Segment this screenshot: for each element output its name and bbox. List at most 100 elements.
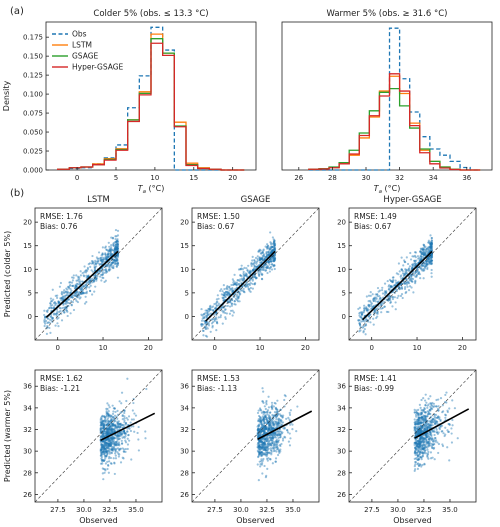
scatter-point bbox=[115, 441, 118, 444]
scatter-point bbox=[57, 300, 60, 303]
scatter-point bbox=[425, 263, 429, 266]
scatter-point bbox=[274, 420, 278, 423]
scatter-point bbox=[276, 409, 279, 412]
scatter-point bbox=[429, 442, 432, 445]
scatter-point bbox=[124, 450, 127, 453]
scatter-point bbox=[226, 291, 230, 294]
scatter-point bbox=[267, 250, 270, 253]
scatter-point bbox=[224, 308, 227, 311]
scatter-point bbox=[265, 444, 268, 447]
scatter-point bbox=[258, 248, 261, 251]
scatter-point bbox=[416, 418, 420, 421]
scatter-point bbox=[107, 457, 111, 460]
scatter-point bbox=[109, 414, 112, 417]
scatter-point bbox=[259, 430, 263, 433]
scatter-point bbox=[116, 234, 120, 237]
scatter-point bbox=[202, 334, 205, 337]
scatter-point bbox=[101, 446, 104, 449]
scatter-point bbox=[387, 310, 390, 314]
scatter-point bbox=[436, 416, 439, 419]
scatter-point bbox=[125, 399, 128, 403]
scatter-point bbox=[242, 277, 246, 280]
scatter-point bbox=[114, 425, 117, 428]
scatter-point bbox=[94, 266, 97, 269]
scatter-point bbox=[420, 421, 423, 424]
scatter-point bbox=[248, 277, 251, 281]
scatter-point bbox=[83, 271, 86, 274]
scatter-point bbox=[411, 266, 414, 269]
scatter-point bbox=[419, 429, 422, 432]
scatter-point bbox=[260, 454, 263, 458]
scatter-point bbox=[416, 255, 420, 258]
scatter-point bbox=[104, 252, 107, 255]
scatter-point bbox=[43, 309, 46, 312]
scatter-point bbox=[116, 247, 119, 250]
scatter-point bbox=[262, 448, 265, 451]
scatter-point bbox=[257, 429, 260, 432]
scatter-point bbox=[277, 441, 280, 444]
scatter-point bbox=[426, 260, 429, 263]
scatter-point bbox=[411, 272, 414, 275]
scatter-point bbox=[54, 302, 57, 305]
scatter-point bbox=[439, 419, 442, 423]
scatter-point bbox=[261, 445, 264, 449]
scatter-point bbox=[108, 248, 111, 251]
x-tick-label: 32.5 bbox=[416, 506, 432, 514]
scatter-point bbox=[403, 287, 407, 290]
scatter-point bbox=[270, 427, 273, 431]
scatter-point bbox=[105, 257, 108, 261]
scatter-point bbox=[383, 305, 386, 308]
scatter-point bbox=[289, 437, 292, 440]
scatter-point bbox=[71, 284, 74, 287]
scatter-point bbox=[263, 441, 266, 444]
scatter-point bbox=[113, 251, 116, 254]
scatter-point bbox=[378, 307, 381, 310]
scatter-point bbox=[430, 262, 433, 266]
scatter-point bbox=[230, 302, 234, 305]
scatter-point bbox=[416, 420, 420, 423]
scatter-point bbox=[272, 414, 275, 417]
scatter-point bbox=[106, 255, 109, 258]
scatter-point bbox=[289, 409, 292, 412]
scatter-point bbox=[378, 298, 381, 301]
scatter-point bbox=[60, 293, 64, 296]
y-tick-label: 20 bbox=[337, 219, 346, 227]
scatter-point bbox=[226, 290, 229, 293]
scatter-point bbox=[418, 432, 421, 435]
scatter-point bbox=[268, 422, 271, 425]
scatter-point bbox=[418, 443, 421, 447]
scatter-point bbox=[99, 273, 103, 276]
scatter-point bbox=[231, 278, 234, 281]
scatter-point bbox=[373, 310, 377, 313]
scatter-point bbox=[429, 242, 432, 245]
scatter-point bbox=[229, 309, 233, 312]
scatter-point bbox=[422, 437, 425, 440]
scatter-point bbox=[262, 416, 266, 420]
scatter-point bbox=[389, 301, 393, 304]
scatter-point bbox=[373, 304, 376, 307]
scatter-point bbox=[106, 431, 110, 434]
scatter-point bbox=[105, 430, 108, 433]
scatter-point bbox=[105, 423, 108, 427]
scatter-point bbox=[264, 443, 267, 446]
scatter-point bbox=[400, 293, 404, 296]
scatter-point bbox=[224, 293, 227, 296]
scatter-point bbox=[426, 456, 429, 459]
scatter-point bbox=[116, 239, 119, 242]
scatter-point bbox=[251, 269, 254, 272]
scatter-point bbox=[72, 284, 75, 287]
scatter-point bbox=[102, 425, 105, 429]
scatter-point bbox=[424, 411, 427, 414]
scatter-point bbox=[417, 412, 420, 415]
scatter-point bbox=[270, 268, 274, 271]
scatter-point bbox=[428, 420, 431, 423]
scatter-point bbox=[369, 291, 372, 294]
scatter-point bbox=[432, 405, 435, 409]
scatter-point bbox=[268, 414, 271, 417]
scatter-point bbox=[234, 287, 237, 290]
scatter-point bbox=[114, 424, 117, 427]
scatter-point bbox=[373, 309, 376, 312]
scatter-point bbox=[107, 433, 110, 436]
scatter-point bbox=[264, 426, 267, 429]
scatter-point bbox=[424, 416, 427, 419]
